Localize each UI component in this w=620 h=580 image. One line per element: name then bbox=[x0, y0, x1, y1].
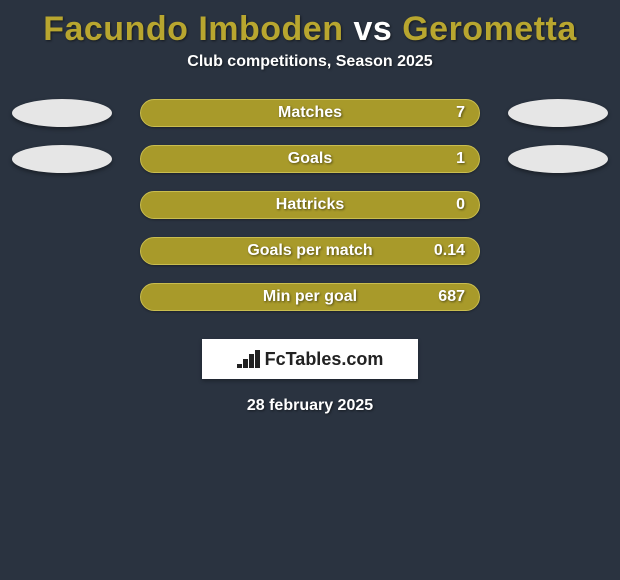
player-photo-slot-right bbox=[508, 191, 608, 219]
stat-row: Goals 1 bbox=[0, 145, 620, 173]
stat-label: Hattricks bbox=[276, 196, 344, 214]
player-photo-slot-left bbox=[12, 237, 112, 265]
player-photo-left bbox=[12, 145, 112, 173]
player-photo-slot-left bbox=[12, 191, 112, 219]
stat-value: 0 bbox=[456, 196, 465, 214]
stat-bar: Min per goal 687 bbox=[140, 283, 480, 311]
player-photo-right bbox=[508, 99, 608, 127]
stat-row: Goals per match 0.14 bbox=[0, 237, 620, 265]
stat-value: 7 bbox=[456, 104, 465, 122]
stat-bar: Goals per match 0.14 bbox=[140, 237, 480, 265]
stat-row: Min per goal 687 bbox=[0, 283, 620, 311]
player-photo-slot-right bbox=[508, 283, 608, 311]
stat-row: Matches 7 bbox=[0, 99, 620, 127]
stat-label: Goals bbox=[288, 150, 332, 168]
stat-bar: Hattricks 0 bbox=[140, 191, 480, 219]
stat-row: Hattricks 0 bbox=[0, 191, 620, 219]
player-photo-slot-right bbox=[508, 145, 608, 173]
player-photo-slot-left bbox=[12, 145, 112, 173]
stat-label: Matches bbox=[278, 104, 342, 122]
stat-bar: Matches 7 bbox=[140, 99, 480, 127]
stat-value: 687 bbox=[438, 288, 465, 306]
brand-box: FcTables.com bbox=[202, 339, 418, 379]
player-photo-slot-right bbox=[508, 99, 608, 127]
stats-container: Matches 7 Goals 1 Hattricks 0 Goals per match 0… bbox=[0, 99, 620, 311]
player-photo-right bbox=[508, 145, 608, 173]
stat-bar: Goals 1 bbox=[140, 145, 480, 173]
page-title: Facundo Imboden vs Gerometta bbox=[0, 0, 620, 53]
player-photo-slot-right bbox=[508, 237, 608, 265]
player-photo-slot-left bbox=[12, 99, 112, 127]
subtitle: Club competitions, Season 2025 bbox=[0, 53, 620, 99]
bar-chart-icon bbox=[237, 350, 259, 368]
stat-value: 1 bbox=[456, 150, 465, 168]
date-text: 28 february 2025 bbox=[247, 397, 373, 415]
stat-label: Min per goal bbox=[263, 288, 357, 306]
player-photo-slot-left bbox=[12, 283, 112, 311]
player-photo-left bbox=[12, 99, 112, 127]
stat-value: 0.14 bbox=[434, 242, 465, 260]
stat-label: Goals per match bbox=[247, 242, 372, 260]
footer: FcTables.com 28 february 2025 bbox=[0, 339, 620, 415]
brand-text: FcTables.com bbox=[265, 349, 384, 370]
